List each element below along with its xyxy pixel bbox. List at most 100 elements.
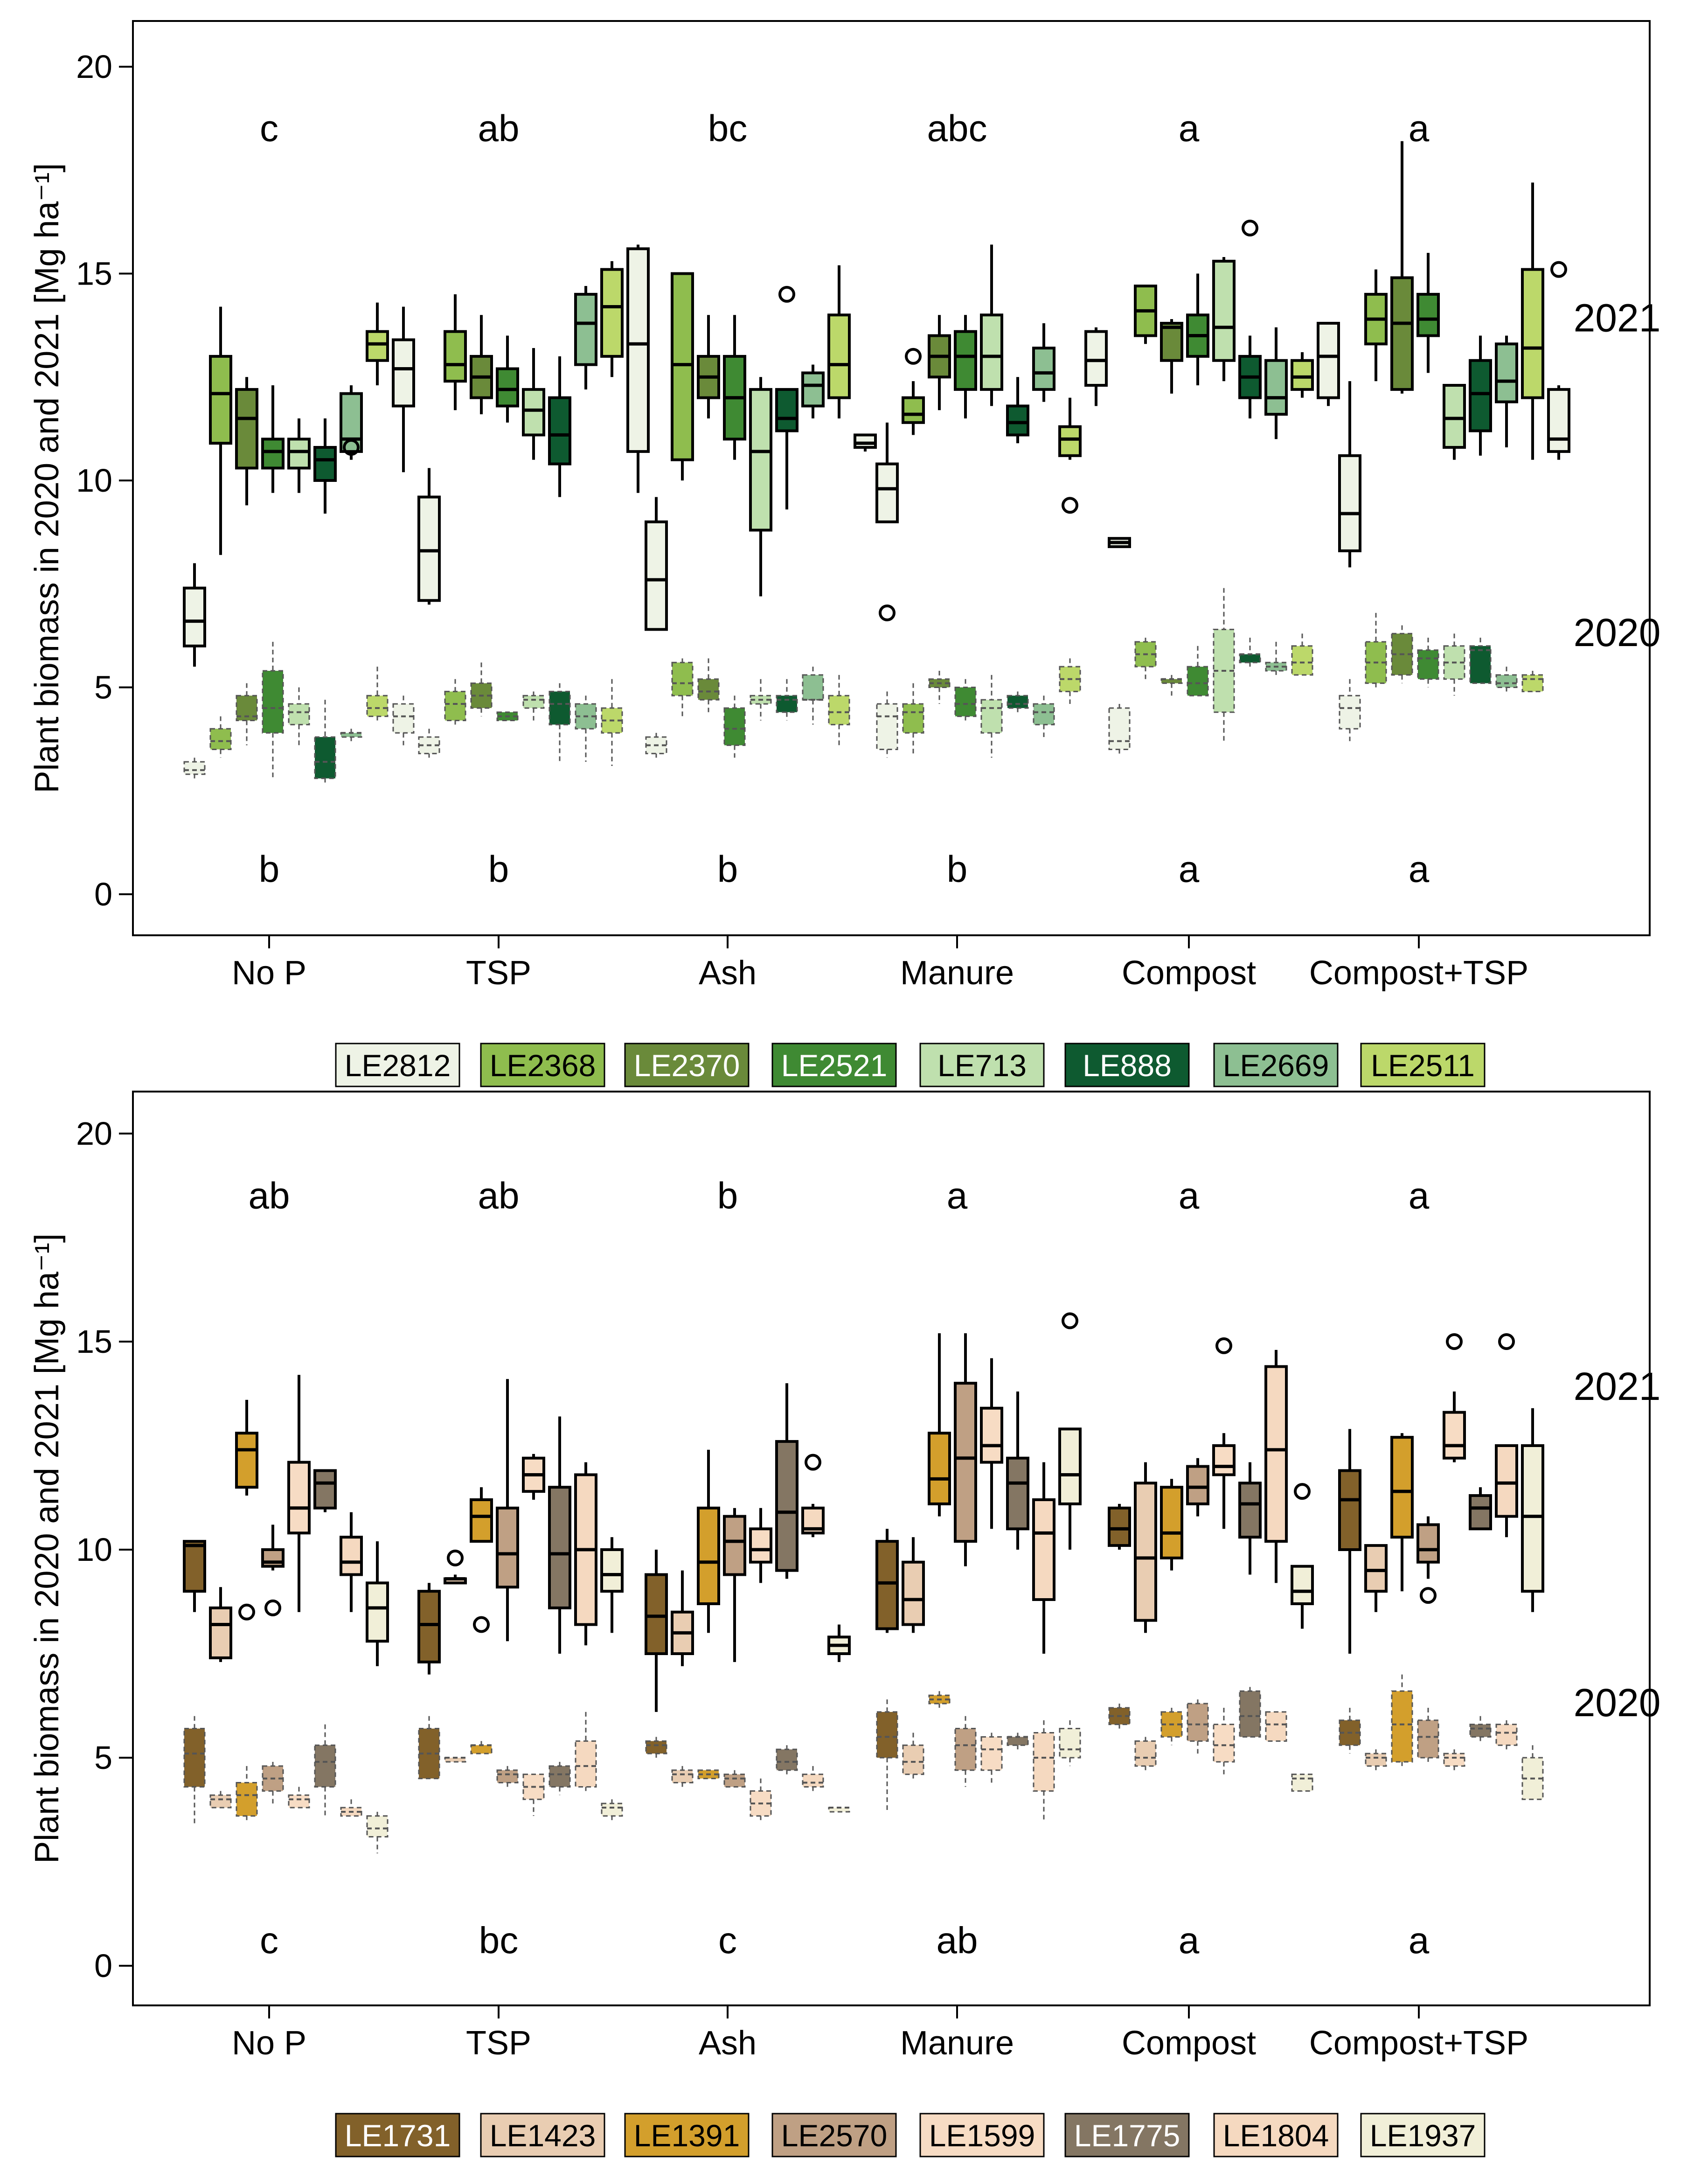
box-body [1212,259,1236,362]
box-2020 [262,1761,284,1804]
outlier-point [264,1599,281,1616]
box-body [288,1794,310,1809]
legend-label: LE888 [1083,1048,1172,1083]
box-2021 [417,468,441,605]
box-2020 [418,729,440,758]
box-2021 [470,315,493,415]
box-body [235,1432,258,1489]
legend-swatch [771,1043,897,1087]
box-2021 [183,563,206,667]
box-body [1338,454,1361,552]
box-2020 [183,1716,206,1824]
box-body [392,338,415,408]
box-body [1521,268,1544,399]
legend-swatch [1213,2113,1339,2157]
box-2020 [470,662,493,717]
box-2020 [522,1774,545,1816]
plot-frame [132,1091,1651,2006]
box-2021 [928,1333,951,1517]
y-tick-label: 20 [76,49,112,85]
box-2021 [496,1379,519,1642]
box-body [980,1406,1003,1464]
box-2021 [875,422,899,523]
box-body [1007,1736,1029,1746]
x-tick-label: Ash [699,954,757,992]
box-2020 [366,1811,389,1854]
box-body [876,703,898,751]
box-2021 [697,315,720,418]
significance-letter-2021: bc [708,108,748,149]
legend-swatch [919,1043,1045,1087]
box-2020 [496,711,519,721]
box-body [1495,342,1518,404]
box-2021 [1521,182,1544,460]
box-body [801,371,825,408]
box-2021 [444,1574,467,1585]
box-body [313,446,337,482]
box-body [1213,1724,1235,1763]
x-tick-label: Ash [699,2025,757,2062]
box-2020 [1365,1749,1387,1770]
box-body [802,674,824,701]
legend-label: LE2812 [345,1048,451,1083]
box-2020 [522,691,545,721]
box-2020 [1495,1720,1518,1750]
legend-swatch [1064,1043,1190,1087]
box-2020 [209,1791,232,1809]
legend-label: LE713 [937,1048,1027,1083]
box-2020 [1187,646,1209,696]
box-body [522,695,545,709]
box-2021 [261,385,285,493]
box-2021 [1238,335,1262,418]
box-2021 [1058,397,1082,460]
legend-swatch [335,1043,460,1087]
y-tick-label: 15 [76,1323,112,1360]
box-2021 [600,1537,624,1633]
box-2020 [288,687,310,745]
box-body [645,1740,667,1754]
box-2020 [1108,1704,1131,1729]
box-2021 [626,244,650,493]
box-body [1469,1494,1492,1531]
box-body [575,1740,597,1788]
box-body [340,392,363,453]
box-2020 [392,696,415,745]
significance-letter-2020: b [488,848,509,890]
outlier-point [778,285,795,303]
box-2020 [1391,1674,1413,1766]
box-2020 [1059,1720,1081,1766]
box-2021 [1521,1408,1544,1612]
significance-letter-2021: ab [249,1175,290,1217]
box-body [287,1461,311,1535]
box-2020 [1469,1716,1492,1741]
box-body [496,1506,519,1589]
box-2020 [828,1807,850,1813]
box-body [1390,276,1414,391]
box-2020 [954,679,977,721]
box-2020 [236,683,258,745]
significance-letter-2021: a [1409,1175,1430,1217]
box-body [183,586,206,647]
box-2021 [470,1487,493,1543]
box-2020 [723,1770,746,1788]
box-2020 [288,1787,310,1809]
box-2021 [417,1583,441,1675]
box-2020 [776,1745,798,1774]
box-2020 [1339,679,1361,741]
box-2020 [366,667,389,721]
box-body [1134,1740,1157,1767]
plot-frame [132,20,1651,936]
box-body [1469,359,1492,432]
legend: LE2812 LE2368 LE2370 LE2521 LE713 LE888 LE2669… [335,1043,1486,1087]
significance-letter-2020: c [260,1920,278,1961]
box-body [392,703,415,734]
box-2020 [980,675,1003,758]
box-2021 [548,1416,571,1654]
box-2020 [1134,1737,1157,1770]
box-body [775,1440,798,1572]
outlier-point [1062,497,1078,514]
box-2021 [801,364,825,418]
box-2021 [183,1540,206,1612]
box-2021 [1495,335,1518,448]
box-2020 [723,696,746,758]
